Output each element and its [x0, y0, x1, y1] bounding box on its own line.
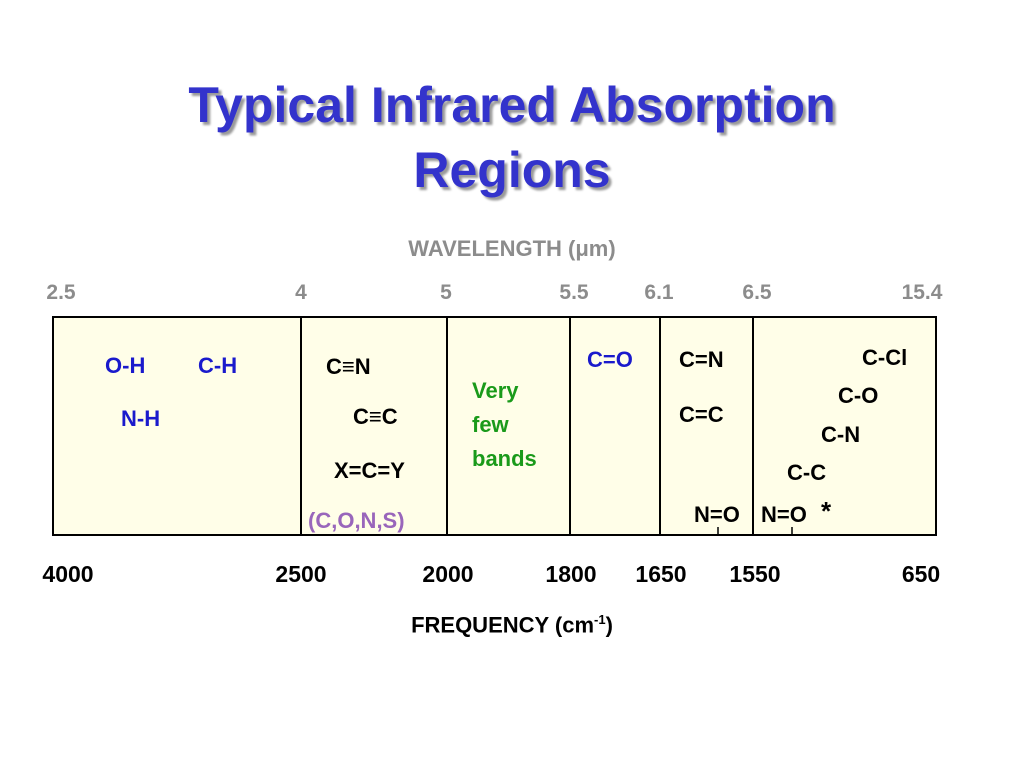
bond-label-nh: N-H	[121, 406, 161, 431]
region-divider	[300, 318, 302, 534]
region-note-very: Very	[472, 378, 519, 403]
frequency-axis-label-exponent: -1	[594, 612, 606, 627]
frequency-axis-label-text: FREQUENCY (cm	[411, 612, 595, 638]
wavelength-tick: 6.1	[644, 281, 674, 304]
wavelength-tick: 5.5	[559, 281, 589, 304]
bond-label-no-double-2: N=O	[761, 502, 807, 527]
frequency-tick: 2000	[422, 561, 474, 587]
wavelength-tick: 5	[440, 281, 452, 304]
frequency-tick: 1650	[635, 561, 687, 587]
bond-label-cc: C-C	[787, 460, 827, 485]
absorption-regions-panel: O-H C-H N-H C≡N C≡C X=C=Y (C,O,N,S) Very…	[52, 316, 937, 536]
bond-label-cc-triple: C≡C	[353, 404, 398, 429]
frequency-tick: 1800	[545, 561, 597, 587]
frequency-axis-label: FREQUENCY (cm-1)	[0, 612, 1024, 638]
region-note-few: few	[472, 412, 509, 437]
bond-label-cn-double: C=N	[679, 347, 724, 372]
frequency-axis-label-close: )	[605, 612, 613, 638]
bond-label-co-double: C=O	[587, 347, 633, 372]
region-divider	[752, 318, 754, 534]
region-note-bands: bands	[472, 446, 537, 471]
bond-label-cn-triple: C≡N	[326, 354, 371, 379]
region-divider	[569, 318, 571, 534]
page-title-line1: Typical Infrared Absorption	[188, 77, 836, 133]
bond-label-ccl: C-Cl	[862, 345, 908, 370]
bond-label-no-double: N=O	[694, 502, 740, 527]
wavelength-tick: 15.4	[901, 281, 943, 304]
bond-label-ch: C-H	[198, 353, 238, 378]
frequency-tick: 650	[901, 561, 941, 587]
frequency-tick: 4000	[42, 561, 94, 587]
bond-label-cons: (C,O,N,S)	[308, 508, 405, 533]
frequency-tick: 2500	[275, 561, 327, 587]
bond-label-cn: C-N	[821, 422, 861, 447]
wavelength-tick: 2.5	[46, 281, 76, 304]
wavelength-tick: 6.5	[742, 281, 772, 304]
region-divider	[659, 318, 661, 534]
page-title-line2: Regions	[413, 142, 611, 198]
no-bracket	[717, 527, 793, 536]
bond-label-oh: O-H	[105, 353, 146, 378]
wavelength-tick: 4	[295, 281, 307, 304]
frequency-tick: 1550	[729, 561, 781, 587]
region-divider	[446, 318, 448, 534]
bond-label-cc-double: C=C	[679, 402, 724, 427]
bond-label-xcy: X=C=Y	[334, 458, 405, 483]
footnote-asterisk: *	[821, 496, 832, 526]
wavelength-axis-label: WAVELENGTH (μm)	[408, 236, 616, 261]
bond-label-co: C-O	[838, 383, 879, 408]
